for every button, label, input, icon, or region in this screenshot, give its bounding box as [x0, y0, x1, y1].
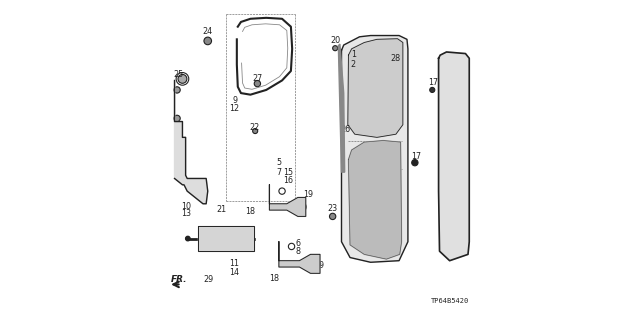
Text: 23: 23 [328, 204, 338, 213]
Text: FR.: FR. [171, 275, 188, 284]
Text: 13: 13 [182, 209, 191, 218]
Circle shape [253, 129, 258, 134]
Circle shape [394, 62, 399, 67]
Text: 17: 17 [411, 152, 421, 161]
Text: 16: 16 [283, 175, 292, 185]
Text: 11: 11 [229, 259, 239, 268]
Text: 5: 5 [276, 158, 282, 167]
Text: 18: 18 [244, 207, 255, 216]
Circle shape [174, 115, 180, 122]
Text: 1: 1 [351, 50, 356, 59]
Circle shape [186, 236, 190, 241]
Text: 22: 22 [249, 123, 259, 132]
Polygon shape [438, 52, 469, 261]
Circle shape [330, 213, 336, 219]
Text: 7: 7 [276, 168, 282, 177]
Text: TP64B5420: TP64B5420 [431, 298, 469, 304]
Polygon shape [348, 39, 403, 137]
Text: 9: 9 [232, 97, 237, 106]
Circle shape [301, 205, 304, 209]
Text: 4: 4 [451, 114, 455, 123]
Text: 28: 28 [391, 55, 401, 63]
Text: 3: 3 [451, 104, 455, 113]
Polygon shape [175, 80, 208, 204]
Text: 27: 27 [252, 74, 262, 83]
Text: 8: 8 [296, 247, 301, 256]
Polygon shape [348, 141, 401, 259]
Text: 6: 6 [296, 239, 301, 248]
Text: 12: 12 [230, 104, 240, 113]
Polygon shape [339, 44, 345, 172]
Text: 21: 21 [216, 205, 227, 214]
Text: 29: 29 [204, 275, 214, 284]
Circle shape [174, 87, 180, 93]
Polygon shape [198, 226, 253, 251]
Text: 2: 2 [351, 60, 356, 69]
Circle shape [333, 46, 338, 51]
Text: 17: 17 [428, 78, 438, 87]
Circle shape [316, 262, 319, 265]
Circle shape [178, 74, 187, 83]
Circle shape [214, 233, 226, 244]
Text: 18: 18 [269, 274, 279, 283]
Text: 10: 10 [182, 203, 191, 211]
Polygon shape [269, 185, 306, 216]
Circle shape [429, 87, 435, 93]
Text: 14: 14 [229, 268, 239, 277]
Polygon shape [279, 242, 320, 273]
Text: 24: 24 [203, 27, 213, 36]
Circle shape [412, 160, 418, 166]
Text: 26: 26 [341, 125, 351, 134]
Circle shape [204, 37, 212, 45]
Circle shape [254, 80, 260, 87]
Text: 25: 25 [173, 70, 184, 78]
Text: 15: 15 [283, 168, 293, 177]
Text: 19: 19 [314, 261, 324, 270]
Text: 19: 19 [303, 190, 313, 199]
Text: 20: 20 [330, 36, 340, 45]
Polygon shape [342, 35, 408, 262]
